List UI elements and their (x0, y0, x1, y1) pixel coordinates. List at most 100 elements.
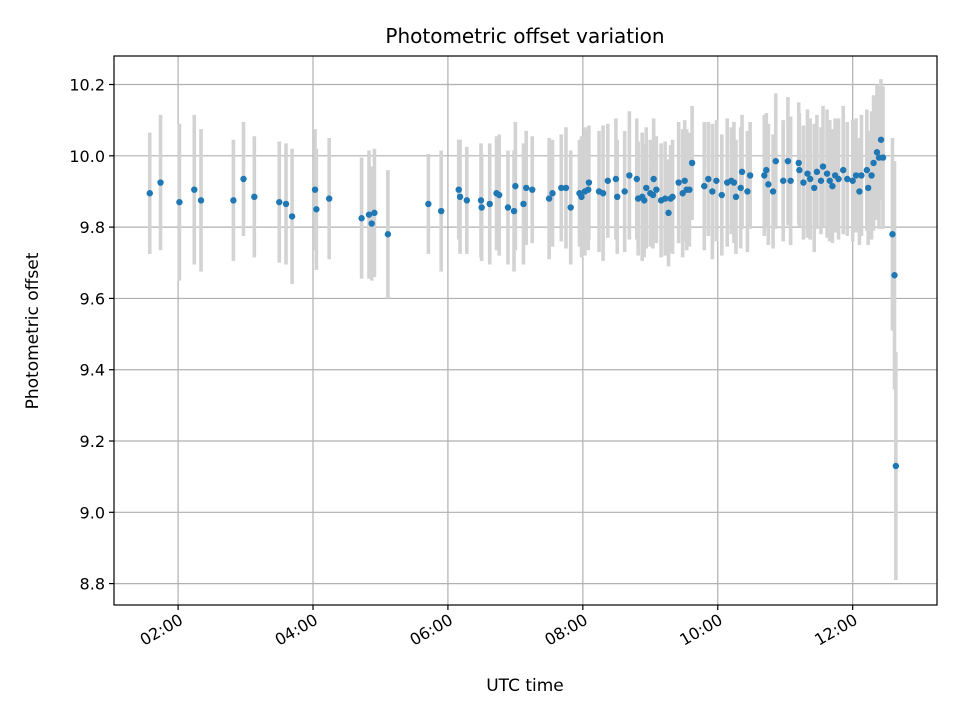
data-point (437, 207, 445, 215)
data-point (868, 172, 875, 179)
data-points (146, 136, 900, 470)
data-point (804, 170, 811, 177)
data-point (763, 166, 770, 174)
data-point (709, 188, 716, 195)
data-point (604, 177, 611, 184)
data-point (621, 188, 628, 195)
data-point (276, 198, 283, 206)
data-point (614, 193, 621, 201)
data-point (746, 172, 754, 179)
data-point (879, 154, 887, 161)
data-point (858, 172, 865, 179)
data-point (744, 188, 751, 195)
data-point (675, 179, 682, 186)
data-point (870, 159, 877, 167)
data-point (891, 272, 898, 279)
data-point (578, 193, 585, 201)
data-point (826, 177, 833, 184)
data-point (585, 186, 592, 193)
data-point (681, 177, 688, 184)
data-point (829, 182, 836, 190)
y-tick-label: 8.8 (80, 575, 105, 594)
data-point (730, 179, 738, 186)
data-point (384, 231, 392, 238)
data-point (800, 179, 807, 186)
data-point (688, 159, 696, 167)
y-tick-label: 9.4 (80, 361, 105, 380)
data-point (643, 184, 650, 192)
data-point (779, 177, 787, 184)
data-point (456, 193, 464, 201)
data-point (240, 175, 247, 183)
data-point (463, 197, 471, 204)
data-point (313, 206, 320, 213)
data-point (358, 215, 365, 222)
data-point (365, 211, 373, 218)
data-point (705, 175, 712, 183)
data-point (737, 184, 744, 192)
data-point (176, 198, 183, 206)
data-point (769, 188, 777, 195)
data-point (811, 184, 818, 192)
data-point (191, 186, 198, 193)
data-point (325, 195, 333, 202)
data-point (495, 191, 503, 199)
data-point (626, 172, 633, 179)
data-point (251, 193, 258, 201)
data-point (806, 175, 814, 183)
data-point (892, 462, 900, 470)
data-point (787, 177, 794, 184)
data-point (864, 184, 872, 192)
data-point (669, 193, 676, 201)
data-point (478, 204, 485, 211)
data-point (765, 181, 772, 188)
data-point (599, 190, 607, 197)
data-point (840, 166, 847, 174)
plot-frame (113, 55, 938, 606)
data-point (425, 200, 432, 208)
data-point (282, 200, 290, 208)
y-tick-label: 10.2 (69, 76, 105, 95)
data-point (813, 168, 821, 176)
data-point (713, 177, 720, 184)
data-point (545, 195, 553, 202)
data-point (567, 204, 574, 211)
data-point (520, 200, 527, 208)
data-point (585, 179, 593, 186)
x-axis-label: UTC time (486, 676, 564, 696)
y-tick-label: 9.8 (80, 218, 105, 237)
data-point (197, 197, 205, 204)
data-point (558, 184, 565, 192)
data-point (510, 207, 518, 215)
data-point (368, 220, 375, 227)
data-point (889, 231, 896, 238)
data-point (701, 182, 708, 190)
data-point (852, 172, 860, 179)
chart-title: Photometric offset variation (385, 24, 664, 48)
data-point (686, 186, 693, 193)
data-point (784, 157, 792, 165)
data-point (819, 163, 827, 170)
data-point (641, 197, 648, 204)
data-point (877, 136, 885, 143)
data-point (653, 186, 660, 193)
data-point (455, 186, 462, 193)
data-point (863, 166, 871, 174)
data-point (146, 190, 153, 197)
data-point (371, 209, 378, 217)
data-point (288, 213, 296, 220)
data-point (529, 186, 536, 193)
data-point (856, 188, 863, 195)
y-tick-label: 9.2 (80, 432, 105, 451)
y-tick-label: 9.6 (80, 289, 105, 308)
y-tick-label: 9.0 (80, 503, 105, 522)
data-point (157, 179, 164, 186)
y-axis-label: Photometric offset (23, 252, 43, 409)
data-point (486, 200, 493, 208)
data-point (796, 166, 803, 174)
data-point (230, 197, 237, 204)
data-point (718, 191, 726, 199)
data-point (835, 175, 842, 183)
